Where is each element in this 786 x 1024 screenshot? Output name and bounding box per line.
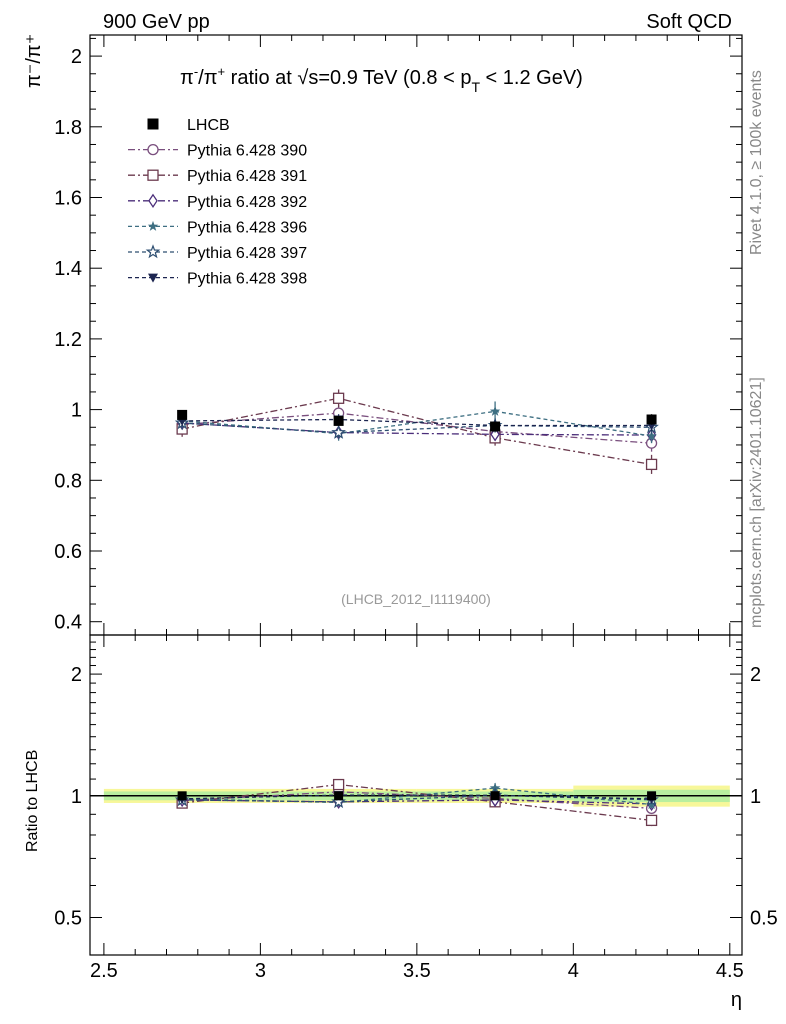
series-main bbox=[177, 415, 657, 443]
analysis-id: (LHCB_2012_I1119400) bbox=[341, 591, 491, 607]
data-point bbox=[331, 424, 346, 439]
series-line bbox=[182, 422, 652, 434]
x-tick-label: 2.5 bbox=[90, 960, 118, 982]
data-point bbox=[490, 791, 500, 801]
side-label-mcplots: mcplots.cern.ch [arXiv:2401.10621] bbox=[748, 377, 765, 628]
header-right: Soft QCD bbox=[646, 11, 732, 33]
data-point bbox=[489, 405, 501, 416]
ratio-y-tick-label-left: 2 bbox=[71, 664, 82, 686]
series-main bbox=[176, 389, 658, 474]
legend-label: Pythia 6.428 392 bbox=[187, 194, 307, 211]
main-panel: 0.4 0.6 0.8 1 1.2 1.4 1.6 1.8 2 bbox=[54, 34, 743, 636]
side-label-rivet: Rivet 4.1.0, ≥ 100k events bbox=[748, 70, 765, 255]
series-main bbox=[177, 414, 657, 431]
ratio-y-tick-label-left: 0.5 bbox=[54, 908, 82, 930]
title-slash-pi: /π bbox=[198, 67, 217, 89]
x-tick-label: 4.5 bbox=[716, 960, 744, 982]
data-point bbox=[647, 791, 657, 801]
legend-label: LHCB bbox=[187, 117, 230, 134]
ratio-series-line bbox=[182, 794, 652, 800]
title-energy: s=0.9 TeV (0.8 < p bbox=[308, 67, 471, 89]
ratio-y-tick-label-right: 0.5 bbox=[750, 908, 778, 930]
header-left: 900 GeV pp bbox=[103, 11, 210, 33]
title-sub-t: T bbox=[471, 79, 480, 95]
legend-label: Pythia 6.428 397 bbox=[187, 245, 307, 262]
data-point bbox=[646, 414, 657, 425]
y-tick-label: 0.6 bbox=[54, 541, 82, 563]
data-point bbox=[177, 409, 188, 420]
data-point bbox=[147, 143, 159, 156]
y-tick-label: 1.4 bbox=[54, 258, 82, 280]
y-tick-label: 0.4 bbox=[54, 612, 82, 634]
data-point bbox=[646, 799, 657, 809]
title-end: < 1.2 GeV) bbox=[480, 67, 583, 89]
series-main bbox=[176, 405, 658, 452]
series-line bbox=[182, 397, 652, 466]
reference-series-ratio bbox=[177, 791, 657, 801]
title-ratio-at: ratio at bbox=[225, 67, 297, 89]
data-point bbox=[333, 415, 344, 426]
legend-label: Pythia 6.428 398 bbox=[187, 271, 307, 288]
legend: LHCB Pythia 6.428 390 Pythia 6.428 391 Pyth… bbox=[128, 117, 307, 288]
reference-series bbox=[177, 409, 657, 432]
ratio-series-line bbox=[182, 794, 652, 803]
data-point bbox=[489, 782, 501, 793]
y-tick-label: 1 bbox=[71, 400, 82, 422]
data-point bbox=[646, 430, 657, 441]
data-point bbox=[334, 791, 344, 801]
y-tick-label: 2 bbox=[71, 46, 82, 68]
data-point bbox=[145, 244, 161, 259]
y-tick-label: 1.6 bbox=[54, 188, 82, 210]
title-plus: + bbox=[218, 64, 226, 79]
data-point bbox=[147, 220, 159, 231]
ratio-y-tick-label-right: 1 bbox=[750, 786, 761, 808]
data-point bbox=[332, 778, 345, 791]
ratio-panel: 2.5 3 3.5 4 4.5 0.5 0.5 1 1 2 2 bbox=[54, 623, 778, 982]
x-tick-label: 3 bbox=[255, 960, 266, 982]
data-point bbox=[332, 392, 345, 404]
data-point bbox=[645, 814, 658, 827]
legend-label: Pythia 6.428 396 bbox=[187, 219, 307, 236]
title-minus: - bbox=[194, 64, 198, 79]
y-axis-label-main: π⁻/π⁺ bbox=[23, 34, 45, 88]
ratio-series-line bbox=[182, 783, 652, 822]
data-point bbox=[645, 458, 658, 471]
title-sqrt: √ bbox=[297, 67, 308, 89]
chart-title: π-/π+ ratio at √s=0.9 TeV (0.8 < pT < 1.… bbox=[180, 64, 583, 95]
legend-label: Pythia 6.428 391 bbox=[187, 168, 307, 185]
ratio-y-tick-label-left: 1 bbox=[71, 786, 82, 808]
data-point bbox=[148, 193, 158, 208]
data-point bbox=[148, 273, 158, 283]
y-axis-label-ratio: Ratio to LHCB bbox=[24, 750, 41, 852]
y-tick-label: 1.2 bbox=[54, 329, 82, 351]
data-point bbox=[490, 421, 501, 432]
y-tick-label: 0.8 bbox=[54, 470, 82, 492]
data-point bbox=[147, 169, 159, 181]
series-line bbox=[182, 418, 652, 427]
x-axis-label: η bbox=[731, 989, 742, 1011]
data-point bbox=[147, 118, 159, 130]
y-tick-label: 1.8 bbox=[54, 117, 82, 139]
title-pi: π bbox=[180, 67, 194, 89]
x-tick-label: 4 bbox=[568, 960, 579, 982]
x-tick-label: 3.5 bbox=[403, 960, 431, 982]
ratio-frame bbox=[89, 634, 743, 956]
data-point bbox=[177, 791, 187, 801]
legend-label: Pythia 6.428 390 bbox=[187, 143, 307, 160]
ratio-y-tick-label-right: 2 bbox=[750, 664, 761, 686]
